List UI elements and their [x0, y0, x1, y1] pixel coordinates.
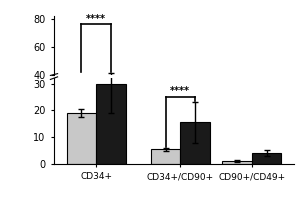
Bar — [180, 109, 210, 130]
Bar — [151, 149, 180, 164]
Bar — [222, 161, 252, 164]
Legend:  — [287, 18, 289, 20]
Bar — [96, 84, 126, 164]
Text: ****: **** — [86, 14, 106, 24]
Bar — [222, 129, 252, 130]
Text: ****: **** — [170, 86, 190, 96]
Bar — [180, 122, 210, 164]
Bar — [252, 153, 281, 164]
Bar — [67, 104, 96, 130]
Bar — [96, 88, 126, 130]
Bar — [151, 123, 180, 130]
Bar — [67, 113, 96, 164]
Bar — [252, 125, 281, 130]
